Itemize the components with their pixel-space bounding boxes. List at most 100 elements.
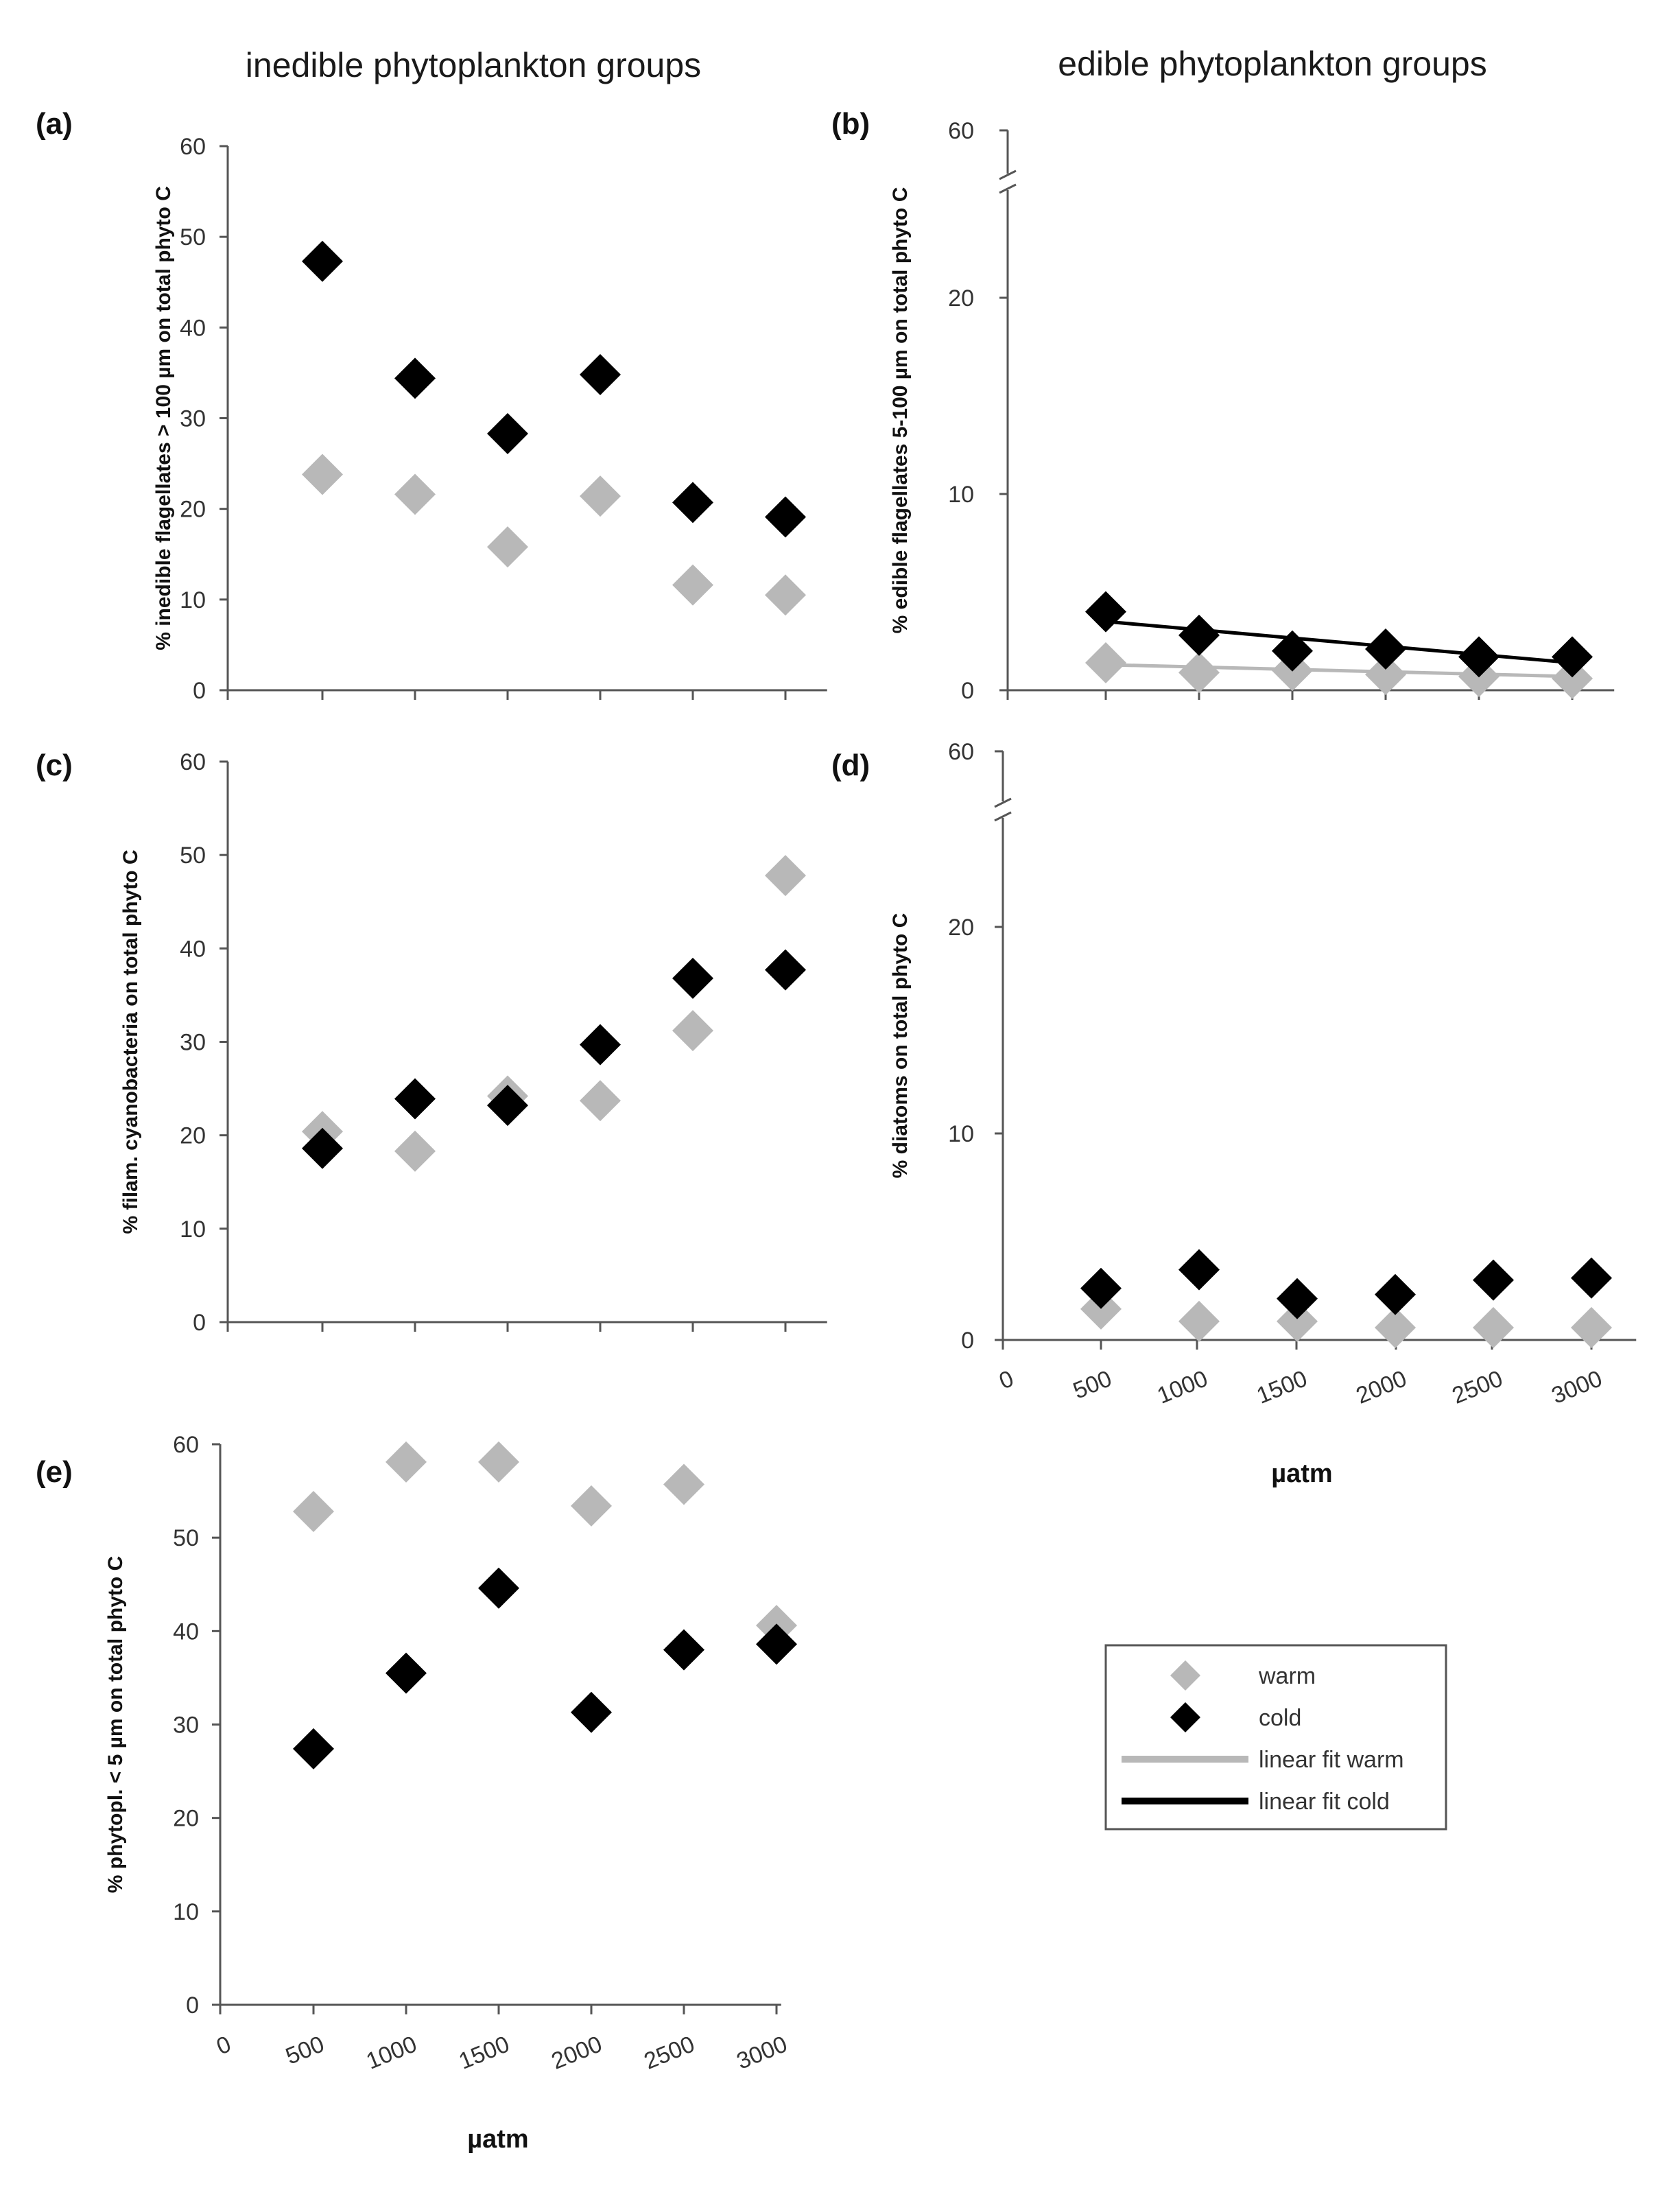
point-warm-c [394,1130,436,1172]
y-tick-label-e: 30 [173,1713,199,1739]
y-tick-label-c: 20 [180,1123,206,1149]
point-warm-a [672,564,713,606]
point-cold-d [1375,1273,1416,1315]
point-cold-a [765,496,806,538]
y-tick-label-b: 20 [948,285,974,311]
y-axis-label-b: % edible flagellates 5-100 µm on total p… [889,187,912,634]
x-tick-label-d: 0 [995,1365,1017,1394]
point-cold-b [1365,628,1406,670]
x-tick-label-d: 500 [1069,1365,1115,1404]
panel-label-c: (c) [36,749,73,782]
panel-a: (a) 0 10 20 30 40 50 60 % inedible flagellates >… [36,107,827,704]
point-cold-e [756,1623,797,1665]
y-tick-label-b: 0 [961,678,974,704]
point-cold-d [1080,1267,1122,1309]
point-warm-d [1375,1306,1416,1348]
point-cold-a [487,412,528,454]
point-cold-c [487,1085,528,1127]
point-cold-d [1178,1249,1220,1291]
point-warm-e [478,1441,519,1483]
point-warm-a [580,475,621,517]
y-tick-label-a: 40 [180,315,206,341]
y-tick-label-c: 30 [180,1030,206,1056]
y-tick-label-a: 60 [180,134,206,160]
y-tick-label-b: 60 [948,118,974,144]
y-tick-label-d: 60 [948,739,974,765]
legend-label-linear-fit-warm: linear fit warm [1259,1747,1404,1773]
y-tick-label-e: 50 [173,1525,199,1551]
y-tick-label-c: 0 [193,1310,206,1336]
x-tick-label-e: 2500 [641,2031,698,2075]
axis-break-mark-d [994,797,1012,808]
point-warm-a [394,473,436,515]
point-cold-d [1571,1257,1612,1299]
x-tick-label-d: 3000 [1548,1365,1606,1409]
point-cold-a [394,357,436,399]
left-column-title: inedible phytoplankton groups [246,46,701,84]
y-tick-label-e: 40 [173,1619,199,1645]
x-tick-label-d: 2000 [1353,1365,1410,1409]
x-tick-label-d: 2500 [1449,1365,1506,1409]
point-warm-a [302,454,343,495]
y-axis-label-a: % inedible flagellates > 100 µm on total… [152,186,175,650]
point-cold-e [571,1691,612,1733]
legend-marker-warm [1170,1660,1200,1691]
y-tick-label-c: 40 [180,936,206,962]
y-tick-label-e: 0 [186,1992,199,2019]
y-tick-label-e: 10 [173,1899,199,1925]
y-axis-label-d: % diatoms on total phyto C [889,913,912,1179]
point-cold-a [580,354,621,396]
panel-label-e: (e) [36,1455,73,1489]
y-tick-label-a: 0 [193,678,206,704]
fit-line-cold-b [1105,620,1573,665]
point-cold-d [1473,1259,1514,1301]
point-cold-c [672,957,713,999]
panel-e: (e) 0 10 20 30 40 50 60 0 500 1000 1500 2000 2500 3000… [36,1432,797,2075]
panel-c: (c) 0 10 20 30 40 50 60 % filam. cyanobacteria o… [36,749,827,1336]
point-warm-d [1080,1288,1122,1330]
legend-label-warm: warm [1258,1663,1316,1689]
x-tick-label-e: 1500 [455,2031,513,2075]
point-warm-e [293,1491,334,1533]
point-cold-a [672,482,713,523]
point-warm-e [571,1485,612,1527]
point-cold-c [765,949,806,991]
point-warm-c [672,1010,713,1052]
point-cold-c [302,1127,343,1169]
point-warm-e [663,1463,704,1505]
panel-label-b: (b) [831,107,870,141]
panel-d: (d) 60 0 10 20 0 500 1000 1500 2000 2500 3000 % diat… [831,739,1637,1409]
point-cold-b [1552,636,1593,678]
fit-line-warm-b [1105,663,1573,679]
panel-label-d: (d) [831,749,870,782]
legend: warm cold linear fit warm linear fit cold [1104,1644,1447,1831]
x-tick-label-d: 1000 [1154,1365,1211,1409]
y-tick-label-c: 60 [180,749,206,775]
point-cold-d [1277,1278,1318,1319]
point-cold-b [1085,591,1126,633]
point-warm-c [580,1080,621,1122]
y-tick-label-d: 20 [948,915,974,941]
axis-break-mark-b [999,169,1017,180]
point-cold-e [478,1567,519,1609]
point-cold-c [394,1078,436,1120]
point-warm-b [1085,642,1126,683]
axis-break-mark-b [999,183,1017,194]
x-axis-label-d: µatm [1271,1459,1332,1488]
point-cold-c [580,1024,621,1066]
point-warm-d [1178,1300,1220,1342]
x-tick-label-e: 2000 [548,2031,606,2075]
panel-label-a: (a) [36,107,73,141]
y-axis-label-c: % filam. cyanobacteria on total phyto C [119,849,142,1234]
point-cold-e [386,1652,427,1694]
point-warm-d [1473,1306,1514,1348]
point-warm-a [765,574,806,616]
y-tick-label-c: 50 [180,843,206,869]
point-cold-a [302,240,343,282]
y-tick-label-d: 10 [948,1121,974,1147]
point-warm-d [1571,1306,1612,1348]
legend-label-linear-fit-cold: linear fit cold [1259,1789,1390,1815]
panels: (a) 0 10 20 30 40 50 60 % inedible flagellates >… [36,107,1637,2075]
panel-b: (b) 60 0 10 20 % edible flagellates 5-100 µm … [831,107,1615,704]
